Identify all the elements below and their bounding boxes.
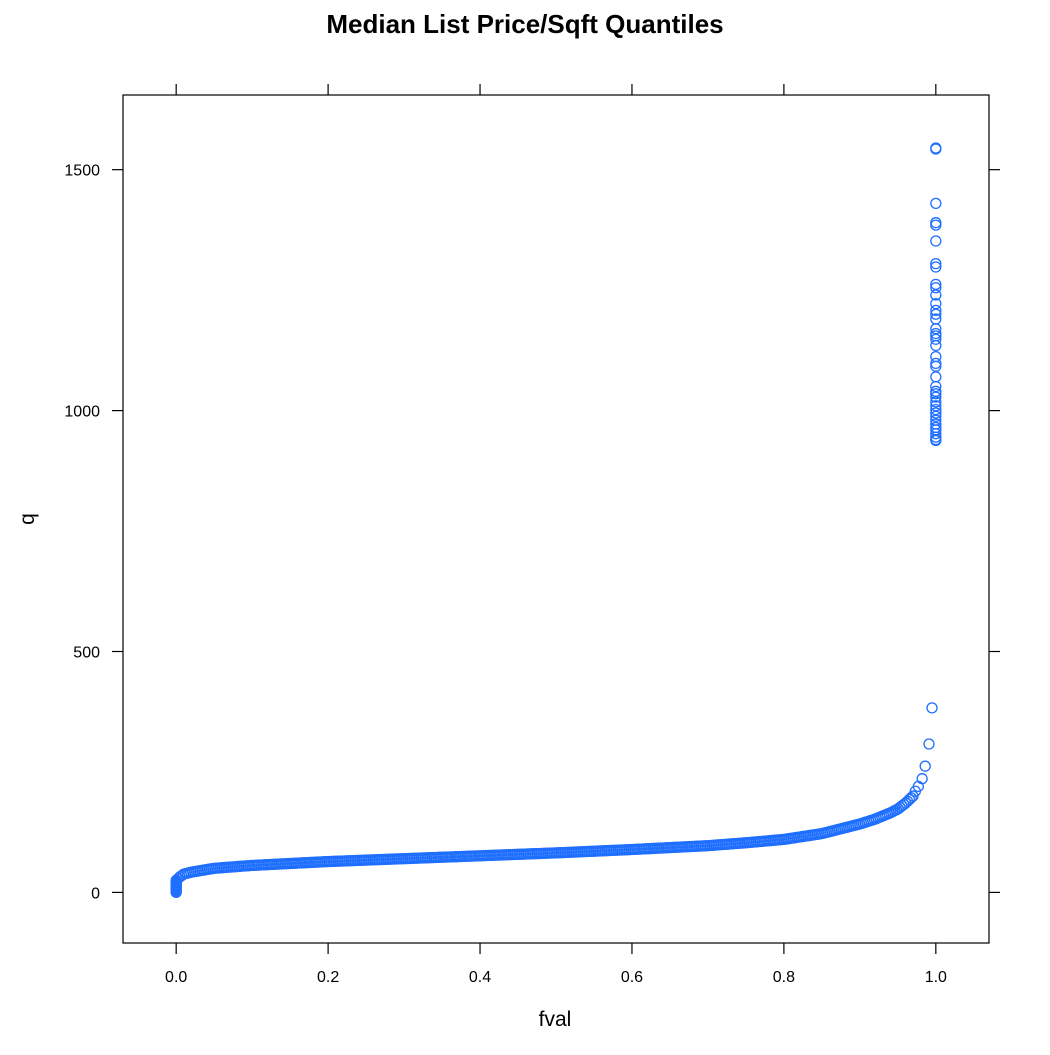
y-tick-label: 500 bbox=[73, 645, 100, 662]
data-point bbox=[930, 339, 942, 352]
plot-frame bbox=[122, 94, 990, 944]
data-point bbox=[930, 357, 942, 370]
y-axis-label: q bbox=[16, 513, 39, 525]
data-point bbox=[930, 391, 942, 403]
chart-title: Median List Price/Sqft Quantiles bbox=[326, 9, 723, 39]
data-point bbox=[930, 396, 942, 408]
data-point bbox=[930, 143, 942, 155]
data-point bbox=[930, 308, 942, 320]
data-point bbox=[930, 388, 942, 400]
x-tick-label: 0.2 bbox=[317, 969, 339, 986]
x-ticks-bottom bbox=[175, 943, 937, 954]
y-tick-label: 1500 bbox=[64, 163, 100, 180]
data-point bbox=[930, 428, 942, 440]
data-point bbox=[923, 738, 935, 750]
scatter-points bbox=[170, 142, 942, 899]
y-tick-label: 1000 bbox=[64, 404, 100, 421]
x-ticks-top bbox=[175, 84, 937, 95]
x-tick-label: 1.0 bbox=[925, 969, 947, 986]
x-tick-label: 0.4 bbox=[469, 969, 491, 986]
x-axis-label: fval bbox=[539, 1008, 572, 1031]
data-point bbox=[930, 333, 942, 345]
data-point bbox=[930, 261, 942, 273]
data-point bbox=[930, 304, 942, 317]
data-point bbox=[930, 410, 942, 423]
data-point bbox=[930, 371, 942, 383]
y-tick-label: 0 bbox=[91, 885, 100, 902]
x-tick-label: 0.6 bbox=[621, 969, 643, 986]
data-point bbox=[930, 257, 942, 270]
x-tick-labels: 0.0 0.2 0.4 0.6 0.8 1.0 bbox=[165, 969, 947, 986]
data-point bbox=[926, 702, 938, 714]
data-point bbox=[930, 289, 942, 301]
data-point bbox=[930, 219, 942, 231]
x-tick-label: 0.0 bbox=[165, 969, 187, 986]
y-tick-labels: 0 500 1000 1500 bbox=[64, 163, 100, 903]
data-point bbox=[930, 407, 942, 419]
y-ticks-right bbox=[989, 169, 1000, 894]
data-point bbox=[903, 793, 915, 806]
x-tick-label: 0.8 bbox=[773, 969, 795, 986]
data-point bbox=[930, 434, 942, 447]
data-point bbox=[930, 197, 942, 210]
data-point bbox=[919, 760, 931, 772]
y-ticks-left bbox=[112, 169, 123, 894]
data-point bbox=[930, 235, 942, 247]
data-point bbox=[930, 282, 942, 294]
data-point bbox=[916, 773, 928, 785]
data-point bbox=[930, 217, 942, 229]
